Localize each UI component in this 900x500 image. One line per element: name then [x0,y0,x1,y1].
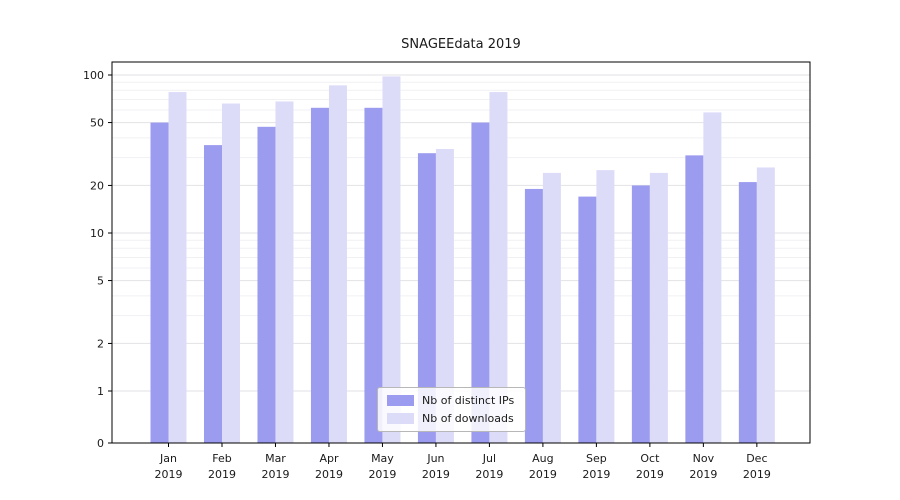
y-tick-label: 1 [97,385,104,398]
x-tick-label-month: Jan [159,452,177,465]
bar-downloads [703,112,722,443]
bar-distinct-ips [417,153,436,443]
x-tick-label-year: 2019 [422,468,450,481]
x-tick-label-year: 2019 [155,468,183,481]
bar-downloads [328,85,347,443]
x-tick-label-year: 2019 [743,468,771,481]
x-tick-label-year: 2019 [689,468,717,481]
bar-distinct-ips [685,155,704,443]
y-tick-label: 20 [90,179,104,192]
x-tick-label-year: 2019 [261,468,289,481]
bar-distinct-ips [524,188,543,443]
bar-distinct-ips [364,107,383,443]
y-tick-label: 50 [90,117,104,130]
bar-distinct-ips [471,122,490,443]
x-tick-label-year: 2019 [208,468,236,481]
chart-title: SNAGEEdata 2019 [401,37,521,52]
x-tick-label-month: Apr [319,452,339,465]
x-tick-label-month: Sep [586,452,607,465]
bar-distinct-ips [310,107,329,443]
y-tick-label: 0 [97,437,104,450]
x-tick-label-month: Jun [426,452,444,465]
bar-downloads [542,172,561,443]
x-tick-label-month: Aug [532,452,553,465]
bar-downloads [756,167,775,443]
x-tick-label-year: 2019 [636,468,664,481]
x-tick-label-month: Feb [212,452,231,465]
bar-downloads [382,76,401,443]
bar-downloads [221,103,240,443]
bar-distinct-ips [150,122,169,443]
y-tick-label: 10 [90,227,104,240]
bar-downloads [489,92,508,444]
legend-swatch-downloads [387,413,414,424]
x-tick-label-month: Oct [640,452,660,465]
bar-distinct-ips [631,185,650,443]
x-tick-label-year: 2019 [529,468,557,481]
bar-downloads [435,149,454,443]
x-tick-label-month: Dec [746,452,767,465]
bar-downloads [168,92,187,444]
x-tick-label-year: 2019 [315,468,343,481]
y-tick-label: 2 [97,337,104,350]
legend-item-distinct-ips: Nb of distinct IPs [387,394,514,407]
x-tick-label-month: May [371,452,394,465]
bar-distinct-ips [257,126,276,444]
bar-downloads [275,101,294,443]
y-tick-label: 5 [97,275,104,288]
x-tick-label-month: Mar [265,452,286,465]
bar-distinct-ips [738,182,757,443]
legend-label-distinct-ips: Nb of distinct IPs [422,394,515,407]
x-tick-label-year: 2019 [582,468,610,481]
x-tick-label-year: 2019 [475,468,503,481]
axis-frame [111,61,811,444]
x-tick-label-month: Nov [693,452,715,465]
legend: Nb of distinct IPs Nb of downloads [377,387,527,432]
bar-distinct-ips [578,196,597,443]
legend-swatch-distinct-ips [387,395,414,406]
bar-distinct-ips [203,145,222,444]
legend-item-downloads: Nb of downloads [387,412,514,425]
legend-label-downloads: Nb of downloads [422,412,514,425]
x-tick-label-month: Jul [482,452,496,465]
bar-downloads [649,172,668,443]
x-tick-label-year: 2019 [368,468,396,481]
bar-downloads [596,170,615,443]
y-tick-label: 100 [83,69,104,82]
